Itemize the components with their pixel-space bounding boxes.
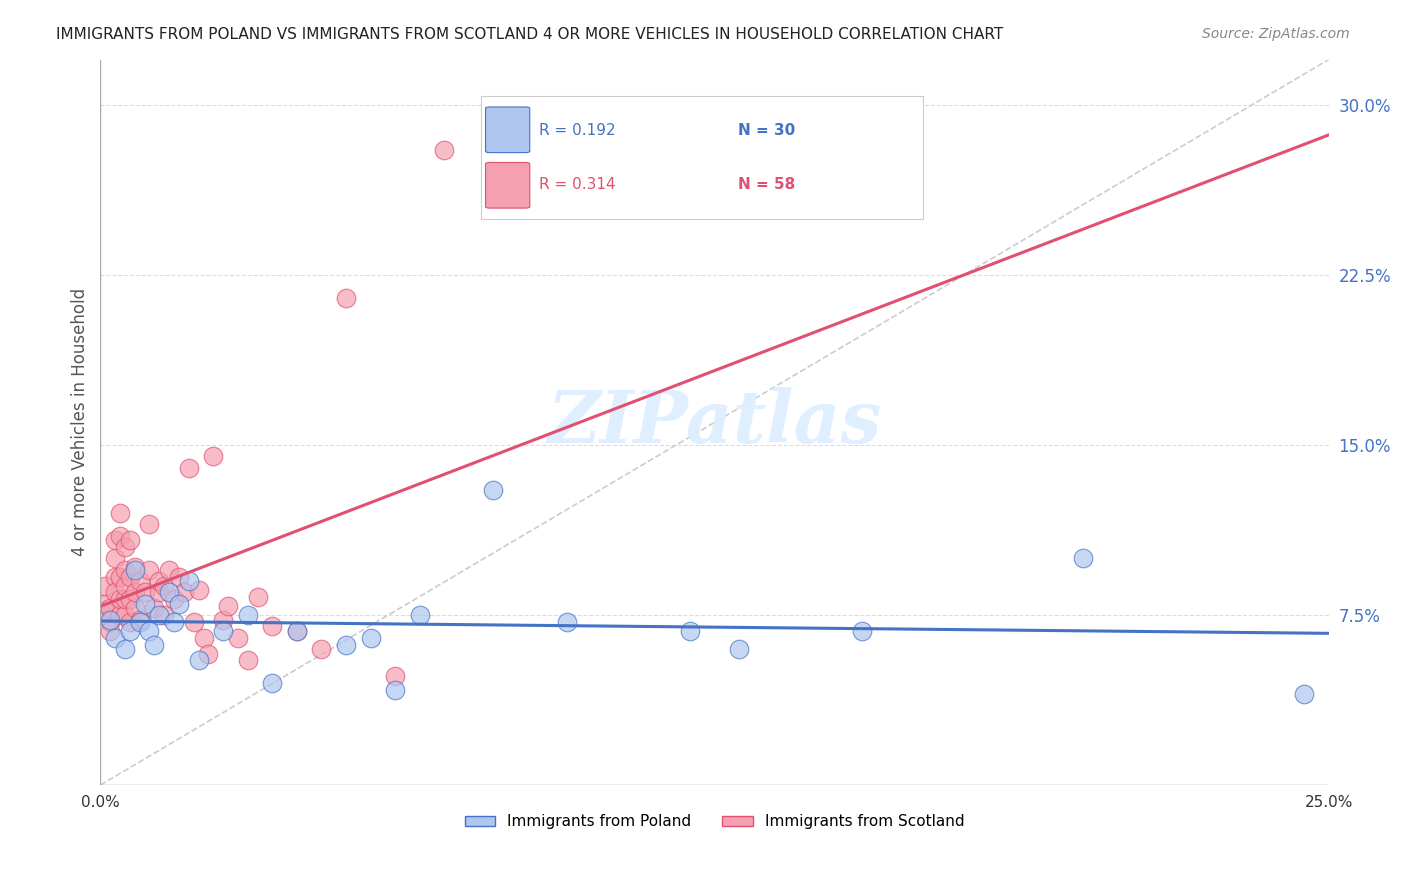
Point — [114, 608, 136, 623]
Point — [153, 578, 176, 592]
Point — [118, 615, 141, 629]
Point — [409, 608, 432, 623]
Point — [285, 624, 308, 638]
Point — [138, 563, 160, 577]
Point — [128, 613, 150, 627]
Point — [482, 483, 505, 498]
Point — [124, 563, 146, 577]
Point — [167, 597, 190, 611]
Point — [108, 592, 131, 607]
Point — [143, 601, 166, 615]
Point — [360, 631, 382, 645]
Point — [197, 647, 219, 661]
Point — [728, 642, 751, 657]
Point — [118, 624, 141, 638]
Point — [138, 624, 160, 638]
Point — [108, 529, 131, 543]
Point — [177, 460, 200, 475]
Point — [134, 597, 156, 611]
Point — [183, 615, 205, 629]
Point — [217, 599, 239, 613]
Point — [1294, 687, 1316, 701]
Text: ZIPatlas: ZIPatlas — [547, 387, 882, 458]
Point — [187, 653, 209, 667]
Point — [94, 597, 117, 611]
Point — [128, 574, 150, 588]
Point — [98, 624, 121, 638]
Point — [124, 560, 146, 574]
Point — [262, 676, 284, 690]
Point — [128, 615, 150, 629]
Point — [118, 569, 141, 583]
Point — [226, 631, 249, 645]
Point — [311, 642, 333, 657]
Point — [108, 506, 131, 520]
Point — [851, 624, 873, 638]
Point — [212, 613, 235, 627]
Point — [335, 638, 357, 652]
Point — [98, 615, 121, 629]
Point — [202, 450, 225, 464]
Point — [94, 603, 117, 617]
Point — [104, 585, 127, 599]
Point — [384, 669, 406, 683]
Point — [114, 540, 136, 554]
Point — [679, 624, 702, 638]
Point — [262, 619, 284, 633]
Point — [163, 615, 186, 629]
Text: Source: ZipAtlas.com: Source: ZipAtlas.com — [1202, 27, 1350, 41]
Point — [94, 578, 117, 592]
Point — [246, 590, 269, 604]
Point — [124, 601, 146, 615]
Point — [285, 624, 308, 638]
Point — [143, 638, 166, 652]
Point — [157, 563, 180, 577]
Legend: Immigrants from Poland, Immigrants from Scotland: Immigrants from Poland, Immigrants from … — [458, 808, 970, 836]
Y-axis label: 4 or more Vehicles in Household: 4 or more Vehicles in Household — [72, 288, 89, 557]
Point — [187, 583, 209, 598]
Point — [118, 533, 141, 548]
Point — [148, 608, 170, 623]
Point — [118, 592, 141, 607]
Point — [114, 592, 136, 607]
Point — [193, 631, 215, 645]
Point — [114, 578, 136, 592]
Point — [148, 574, 170, 588]
Point — [335, 291, 357, 305]
Point — [163, 592, 186, 607]
Point — [555, 615, 578, 629]
Point — [384, 682, 406, 697]
Point — [104, 533, 127, 548]
Point — [1071, 551, 1094, 566]
Point — [433, 143, 456, 157]
Point — [148, 585, 170, 599]
Point — [134, 585, 156, 599]
Point — [124, 585, 146, 599]
Point — [153, 608, 176, 623]
Point — [236, 653, 259, 667]
Point — [114, 642, 136, 657]
Point — [177, 574, 200, 588]
Point — [167, 569, 190, 583]
Point — [138, 517, 160, 532]
Point — [104, 551, 127, 566]
Text: IMMIGRANTS FROM POLAND VS IMMIGRANTS FROM SCOTLAND 4 OR MORE VEHICLES IN HOUSEHO: IMMIGRANTS FROM POLAND VS IMMIGRANTS FRO… — [56, 27, 1004, 42]
Point — [212, 624, 235, 638]
Point — [104, 569, 127, 583]
Point — [114, 563, 136, 577]
Point — [157, 585, 180, 599]
Point — [98, 601, 121, 615]
Point — [236, 608, 259, 623]
Point — [98, 613, 121, 627]
Point — [108, 569, 131, 583]
Point — [104, 631, 127, 645]
Point — [173, 585, 195, 599]
Point — [108, 608, 131, 623]
